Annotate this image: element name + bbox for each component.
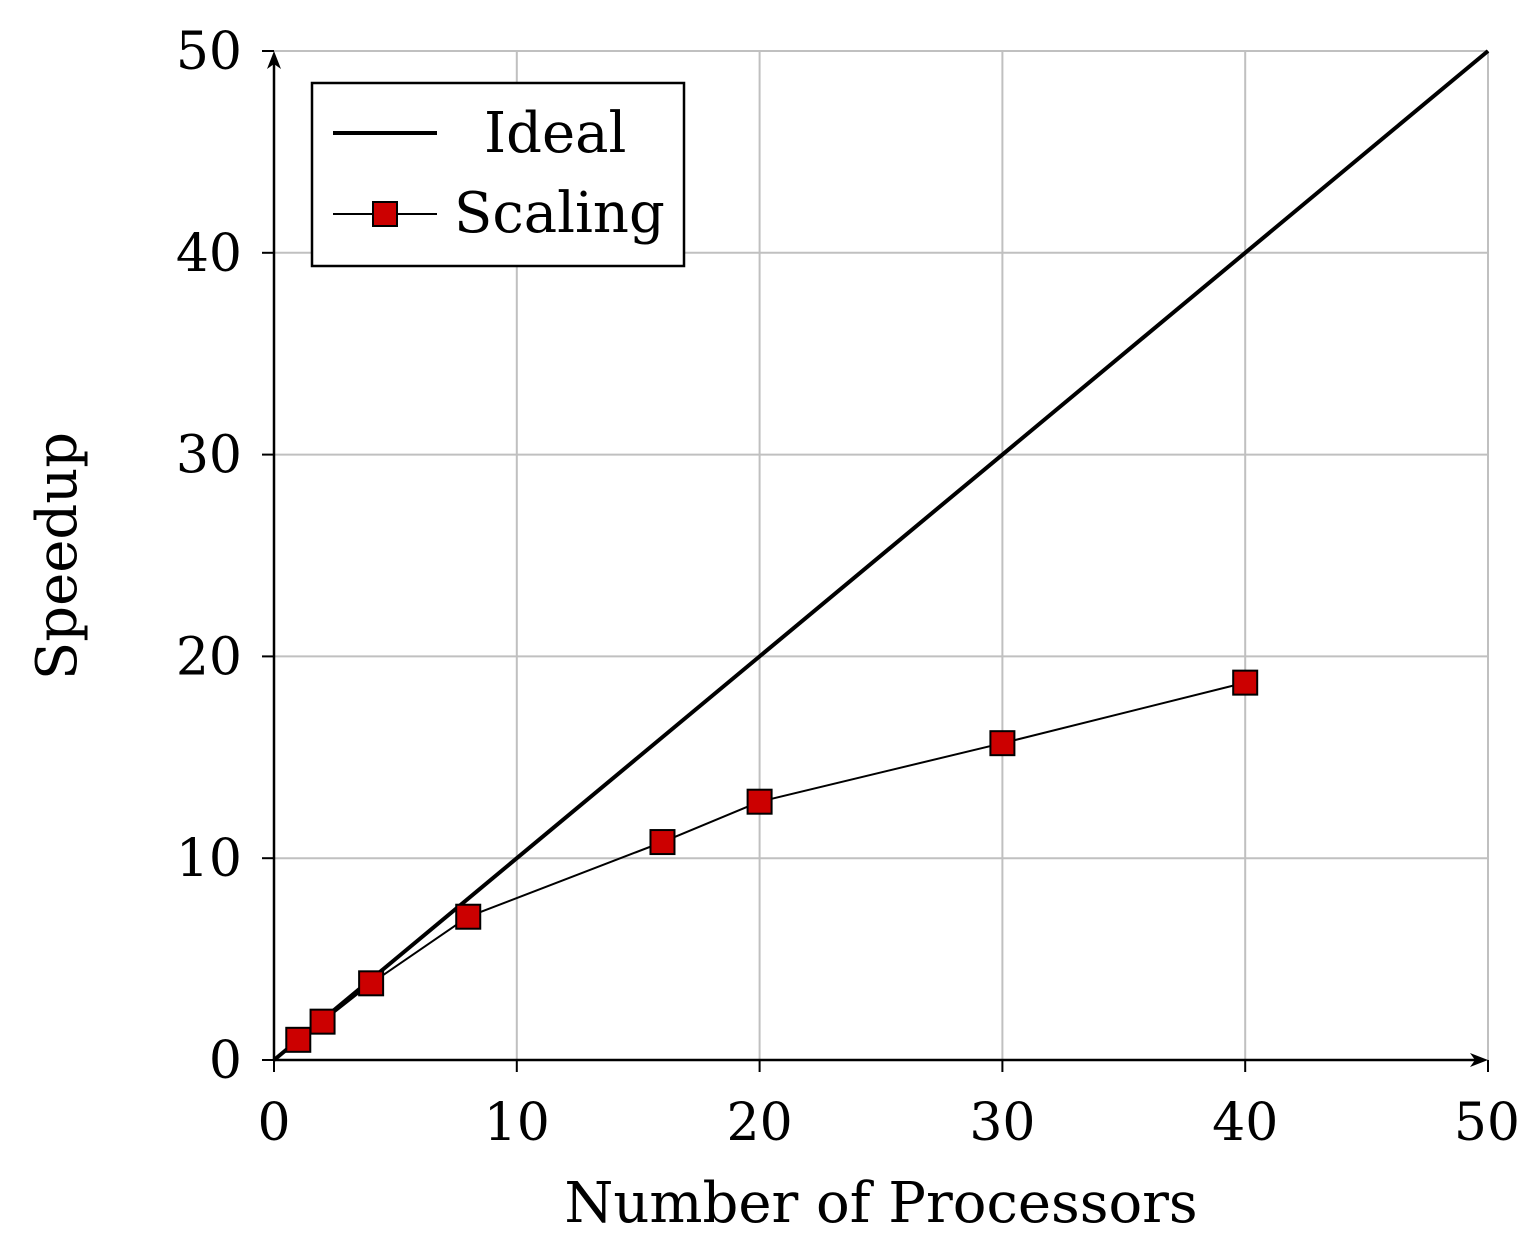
y-tick-labels: 0 10 20 30 40 50 <box>176 22 242 1091</box>
series-scaling-point-7 <box>1232 669 1259 696</box>
y-tick-label-3: 30 <box>176 426 242 486</box>
x-tick-label-1: 10 <box>484 1093 550 1153</box>
series-scaling-point-1 <box>309 1008 336 1035</box>
legend-box <box>310 81 686 268</box>
y-tick-label-5: 50 <box>176 22 242 82</box>
legend-ideal-label: Ideal <box>484 101 626 166</box>
series-scaling-point-2 <box>358 970 385 997</box>
legend: Ideal Scaling <box>310 81 686 268</box>
y-axis-title: Speedup <box>25 432 90 680</box>
y-axis-arrow <box>267 51 281 69</box>
y-tick-label-2: 20 <box>176 627 242 687</box>
series-scaling-point-5 <box>746 788 773 815</box>
series-scaling-point-3 <box>455 903 482 930</box>
x-tick-labels: 0 10 20 30 40 50 <box>257 1093 1520 1153</box>
grid <box>274 50 1489 1060</box>
x-tick-label-2: 20 <box>727 1093 793 1153</box>
series-scaling-point-4 <box>649 829 676 856</box>
axes <box>262 50 1489 1072</box>
series-scaling-point-6 <box>989 730 1016 757</box>
legend-scaling-label: Scaling <box>454 181 665 246</box>
x-axis-arrow <box>1470 1053 1488 1067</box>
series-scaling-line <box>297 681 1246 1041</box>
legend-scaling-swatch-marker <box>372 201 398 227</box>
y-tick-label-0: 0 <box>209 1031 242 1091</box>
series-ideal-line <box>272 49 1490 1062</box>
x-axis-title: Number of Processors <box>564 1171 1197 1236</box>
x-tick-label-0: 0 <box>257 1093 290 1153</box>
series-scaling-point-0 <box>285 1026 312 1053</box>
y-tick-label-1: 10 <box>176 829 242 889</box>
x-tick-label-5: 50 <box>1454 1093 1520 1153</box>
y-tick-label-4: 40 <box>176 224 242 284</box>
x-tick-label-4: 40 <box>1212 1093 1278 1153</box>
x-tick-label-3: 30 <box>969 1093 1035 1153</box>
series-layer <box>272 49 1490 1062</box>
